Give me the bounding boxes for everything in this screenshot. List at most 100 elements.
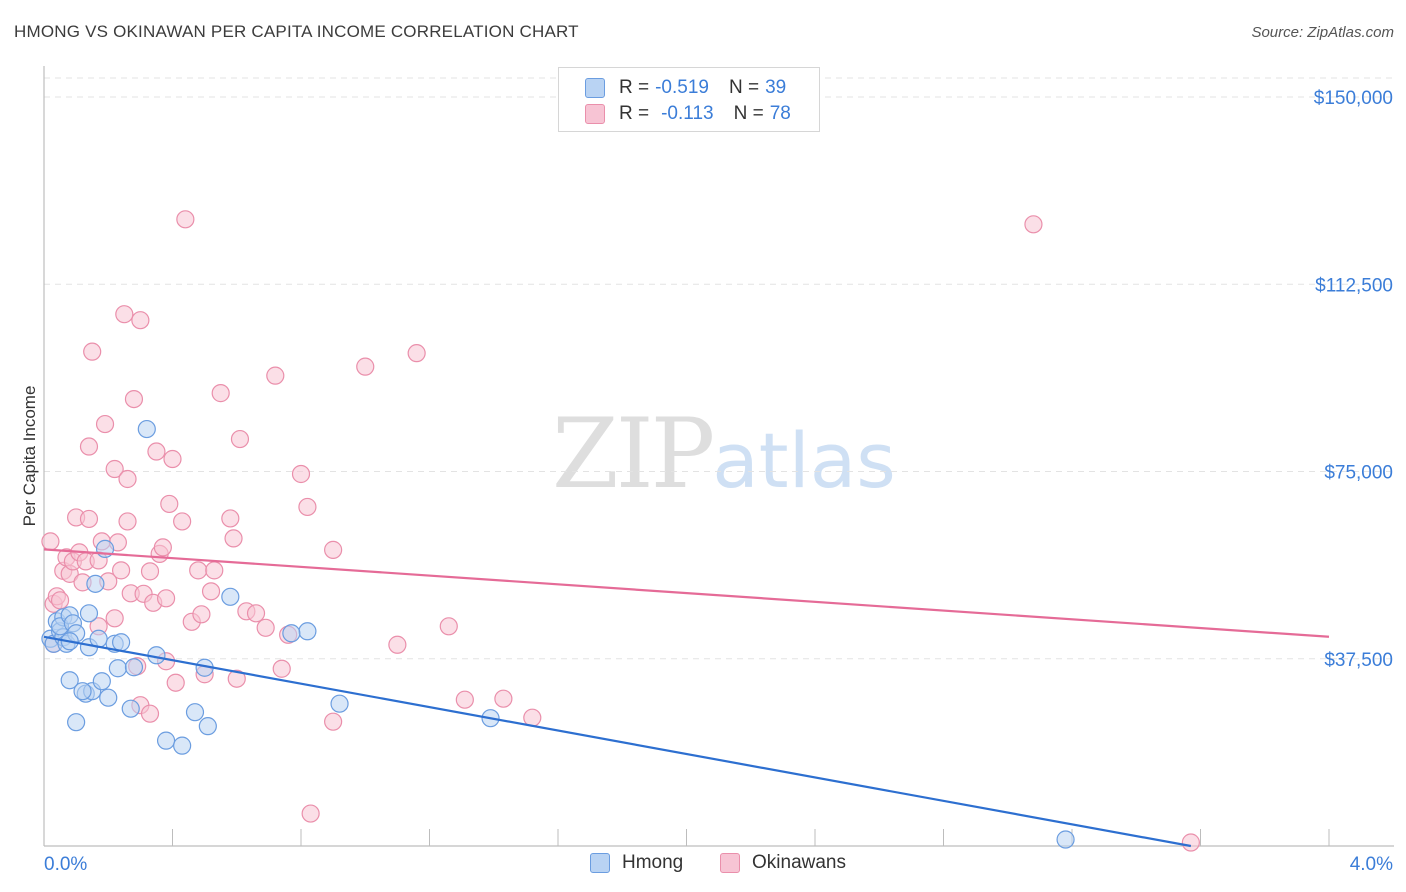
hmong-point	[156, 731, 176, 750]
okinawan-point	[105, 609, 124, 628]
y-tick-label: $75,000	[1324, 463, 1393, 484]
legend-row-okinawan: R = -0.113 N = 78	[585, 102, 791, 126]
hmong-point	[108, 659, 127, 678]
okinawan-point	[201, 582, 221, 601]
y-tick-label: $112,500	[1315, 275, 1393, 296]
okinawan-point	[523, 708, 542, 727]
watermark-zip: ZIP	[552, 398, 715, 510]
okinawan-point	[111, 561, 131, 580]
hmong-trend-line	[43, 635, 1192, 848]
hmong-point	[79, 604, 99, 623]
correlation-legend: R = -0.519 N = 39 R = -0.113 N = 78	[558, 67, 820, 132]
grid-lines	[44, 77, 1394, 660]
x-tick-label: 0.0%	[44, 854, 87, 875]
okinawan-point	[221, 509, 240, 528]
okinawan-point	[115, 305, 134, 324]
okinawan-point	[407, 344, 426, 363]
okinawan-point	[147, 442, 166, 461]
legend-n-value: 78	[769, 103, 791, 124]
okinawan-point	[455, 690, 474, 709]
hmong-point	[99, 688, 118, 707]
okinawan-point	[83, 342, 102, 361]
okinawan-point	[324, 712, 343, 731]
okinawan-point	[230, 429, 250, 449]
hmong-point	[86, 574, 105, 593]
okinawan-point	[439, 617, 458, 636]
chart-title: HMONG VS OKINAWAN PER CAPITA INCOME CORR…	[14, 22, 579, 41]
okinawan-point	[494, 689, 513, 708]
okinawan-point	[118, 512, 137, 531]
okinawan-point	[105, 459, 124, 479]
okinawan-point	[166, 673, 185, 692]
legend-r-label: R =	[619, 77, 650, 98]
okinawan-point	[131, 311, 150, 330]
okinawan-point	[211, 384, 230, 403]
hmong-point	[185, 703, 205, 722]
okinawan-point	[1181, 833, 1200, 852]
y-axis-title: Per Capita Income	[20, 386, 39, 527]
okinawan-point	[41, 532, 60, 551]
okinawan-point	[266, 366, 285, 385]
hmong-legend-label: Hmong	[622, 852, 684, 873]
okinawan-point	[192, 605, 211, 624]
okinawan-point	[388, 635, 407, 654]
hmong-swatch	[585, 78, 605, 98]
okinawan-point	[291, 464, 311, 484]
okinawan-point	[156, 589, 176, 608]
hmong-points	[41, 419, 1075, 849]
okinawan-point	[272, 659, 291, 678]
source-label: Source: ZipAtlas.com	[1251, 24, 1394, 41]
hmong-legend-swatch	[590, 853, 610, 873]
x-tick-label: 4.0%	[1350, 854, 1393, 875]
okinawan-point	[160, 494, 179, 514]
hmong-point	[124, 658, 144, 677]
okinawan-legend-swatch	[720, 853, 740, 873]
okinawan-swatch	[585, 104, 605, 124]
hmong-point	[1056, 830, 1075, 849]
okinawan-point	[256, 618, 275, 637]
hmong-point	[173, 736, 192, 755]
hmong-point	[121, 699, 140, 718]
trend-lines	[43, 548, 1330, 848]
hmong-point	[67, 713, 86, 732]
y-tick-label: $150,000	[1314, 88, 1393, 109]
okinawan-point	[189, 561, 208, 580]
hmong-point	[298, 622, 317, 641]
okinawan-point	[140, 562, 160, 581]
okinawan-point	[140, 704, 160, 723]
axis-labels: $37,500 $75,000 $112,500 $150,000 0.0% 4.0% Pe…	[20, 88, 1393, 875]
okinawan-point	[124, 389, 144, 409]
okinawan-point	[224, 529, 243, 548]
legend-r-value: -0.519	[655, 77, 709, 98]
hmong-point	[111, 633, 131, 652]
hmong-point	[198, 717, 217, 736]
okinawan-point	[176, 210, 195, 229]
okinawan-point	[95, 414, 115, 434]
okinawan-point	[298, 497, 317, 517]
okinawan-point	[246, 604, 266, 623]
okinawan-point	[153, 538, 172, 557]
bottom-legend-hmong: Hmong	[590, 852, 683, 874]
legend-r-value: -0.113	[661, 103, 714, 124]
legend-row-hmong: R = -0.519 N = 39	[585, 76, 786, 100]
okinawan-point	[1024, 215, 1043, 234]
okinawan-point	[79, 509, 99, 529]
hmong-point	[92, 672, 111, 691]
hmong-point	[221, 587, 240, 606]
okinawan-point	[79, 437, 99, 456]
okinawan-point	[356, 357, 375, 376]
hmong-point	[282, 624, 301, 643]
legend-r-label: R =	[619, 103, 650, 124]
hmong-point	[330, 694, 349, 713]
hmong-point	[137, 419, 156, 439]
bottom-legend-okinawan: Okinawans	[720, 852, 846, 874]
okinawan-point	[118, 469, 137, 489]
watermark: ZIPatlas	[552, 398, 896, 510]
okinawan-legend-label: Okinawans	[752, 852, 846, 873]
hmong-point	[60, 671, 79, 690]
hmong-point	[73, 682, 92, 701]
okinawan-point	[50, 591, 70, 610]
okinawan-point	[324, 540, 343, 559]
legend-n-value: 39	[765, 77, 787, 98]
